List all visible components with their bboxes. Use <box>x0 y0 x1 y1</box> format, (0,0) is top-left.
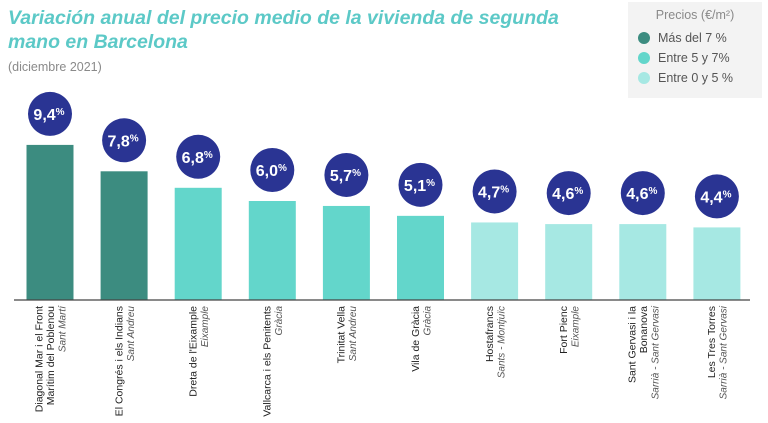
value-label-5: 5,1% <box>404 178 435 195</box>
bar-2 <box>174 187 222 300</box>
category-district: Eixample <box>570 306 581 348</box>
value-label-6: 4,7% <box>478 184 509 201</box>
category-label-1: El Congrés i els Indians Sant Andreu <box>113 306 137 417</box>
value-label-3: 6,0% <box>256 163 287 180</box>
bar-9 <box>693 227 741 300</box>
legend-swatch-low <box>638 72 650 84</box>
legend-title: Precios (€/m²) <box>655 8 735 22</box>
category-district: Gràcia <box>274 306 285 336</box>
value-circle-4 <box>324 152 369 197</box>
category-district: Sarrià - Sant Gervasi <box>650 305 661 399</box>
category-name: Hostafrancs <box>484 306 496 362</box>
category-name: Vallcarca i els Penitents <box>262 306 274 417</box>
legend-swatch-mid <box>638 52 650 64</box>
category-name: Dreta de l'Eixample <box>187 306 199 397</box>
value-circle-6 <box>472 169 517 214</box>
category-label-4: Trinitat Vella Sant Andreu <box>336 306 360 364</box>
category-label-0: Diagonal Mar i el Front Marítim del Poble… <box>34 305 69 412</box>
value-circle-7 <box>546 171 591 216</box>
value-circle-0 <box>28 91 72 136</box>
category-name: Diagonal Mar i el Front <box>34 306 46 412</box>
category-district: Sant Andreu <box>348 306 359 362</box>
bar-3 <box>248 201 296 300</box>
category-name: Sant Gervasi i la <box>626 306 638 383</box>
category-label-6: Hostafrancs Sants - Montjuïc <box>484 306 508 378</box>
category-label-7: Fort Pienc Eixample <box>558 306 582 354</box>
bar-7 <box>545 224 593 300</box>
category-label-2: Dreta de l'Eixample Eixample <box>187 306 211 397</box>
category-label-9: Les Tres Torres Sarrià - Sant Gervasi <box>706 305 730 399</box>
value-label-1: 7,8% <box>108 133 139 150</box>
bar-4 <box>322 205 370 300</box>
category-district: Sant Martí <box>58 305 69 352</box>
value-label-0: 9,4% <box>33 107 64 124</box>
category-label-3: Vallcarca i els Penitents Gràcia <box>262 306 286 417</box>
value-circle-1 <box>102 118 147 163</box>
category-name: El Congrés i els Indians <box>113 306 125 416</box>
category-district: Sant Andreu <box>126 306 137 362</box>
category-name: Bonanova <box>638 306 650 353</box>
value-circle-5 <box>398 162 443 207</box>
bar-0 <box>26 144 74 300</box>
bar-5 <box>397 215 444 300</box>
legend-label-low: Entre 0 y 5 % <box>658 71 734 85</box>
value-label-7: 4,6% <box>552 186 583 203</box>
value-label-4: 5,7% <box>330 168 361 185</box>
category-label-5: Vila de Gràcia Gràcia <box>410 306 434 372</box>
legend-swatch-high <box>638 32 650 44</box>
category-name: Fort Pienc <box>558 306 570 354</box>
chart-subtitle: (diciembre 2021) <box>8 60 102 74</box>
legend-item-high: Más del 7 % <box>638 28 752 48</box>
category-name: Les Tres Torres <box>706 306 718 378</box>
value-circle-9 <box>694 174 739 219</box>
value-circle-2 <box>176 134 221 179</box>
category-district: Sants - Montjuïc <box>496 306 507 378</box>
legend-label-high: Más del 7 % <box>658 31 727 45</box>
value-circle-3 <box>250 148 295 192</box>
legend-item-mid: Entre 5 y 7% <box>638 48 752 68</box>
category-label-8: Sant Gervasi i la Bonanova Sarrià - Sant G… <box>626 305 661 399</box>
legend: Precios (€/m²) Más del 7 % Entre 5 y 7% … <box>628 2 762 98</box>
value-circle-8 <box>620 171 665 216</box>
category-name: Vila de Gràcia <box>410 306 422 372</box>
category-district: Sarrià - Sant Gervasi <box>719 305 730 399</box>
chart-title: Variación anual del precio medio de la v… <box>8 7 559 53</box>
legend-item-low: Entre 0 y 5 % <box>638 68 752 88</box>
category-name: Marítim del Poblenou <box>45 306 57 405</box>
bar-1 <box>100 171 148 300</box>
category-district: Eixample <box>200 306 211 348</box>
bar-8 <box>619 224 667 300</box>
bar-6 <box>471 222 519 300</box>
legend-label-mid: Entre 5 y 7% <box>658 51 730 65</box>
category-district: Gràcia <box>422 306 433 336</box>
category-name: Trinitat Vella <box>336 306 348 364</box>
value-label-2: 6,8% <box>182 150 213 167</box>
value-label-8: 4,6% <box>626 186 657 203</box>
value-label-9: 4,4% <box>700 189 731 206</box>
